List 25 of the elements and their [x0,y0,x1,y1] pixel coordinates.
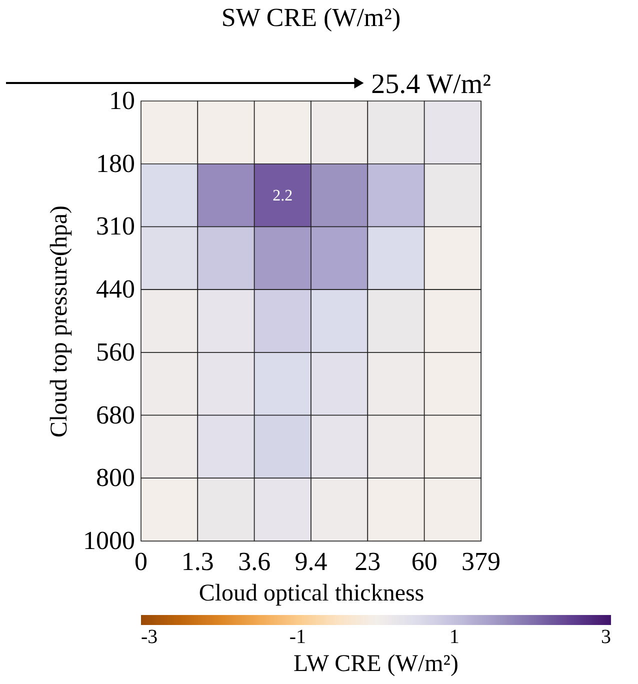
text: 10 [109,86,135,115]
text: 379 [462,547,500,576]
color-bar-title: LW CRE (W/m²) [294,651,458,677]
text: 310 [96,212,135,241]
text: 560 [96,337,135,366]
text: 1000 [83,526,135,555]
text: 9.4 [294,547,328,576]
text: 1.3 [181,547,214,576]
text: 60 [411,547,438,576]
y-axis-title: Cloud top pressure(hpa) [46,206,72,438]
text: 25.4 W/m² [371,69,491,100]
color-bar-label: 1 [449,626,460,648]
text: 23 [354,547,381,576]
text: 3.6 [238,547,271,576]
chart-title: SW CRE (W/m²) [221,3,401,32]
text: 680 [96,400,135,430]
data-label: 2.2 [272,187,293,204]
text: 180 [96,148,135,178]
color-bar-label: 3 [601,626,611,648]
text: 440 [96,274,135,304]
color-bar-label: -3 [141,626,158,648]
text: 800 [96,463,135,492]
x-axis-title: Cloud optical thickness [198,580,424,606]
color-bar-label: -1 [289,626,306,648]
text: 0 [134,547,148,576]
